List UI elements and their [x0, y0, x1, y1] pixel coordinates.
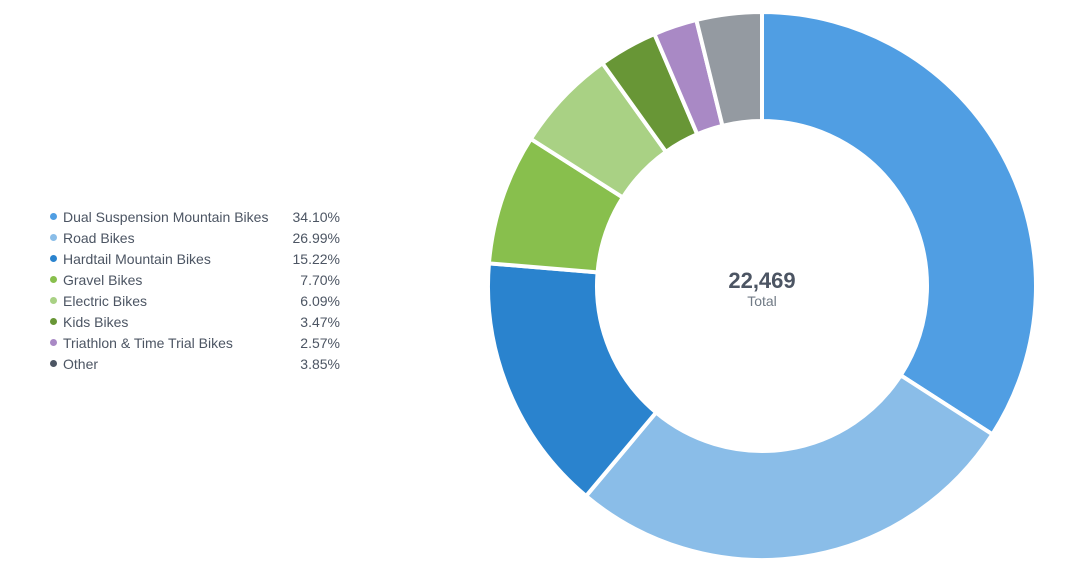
legend-item[interactable]: Hardtail Mountain Bikes 15.22%	[50, 248, 340, 269]
legend-label: Road Bikes	[63, 229, 135, 246]
legend-swatch	[50, 339, 57, 346]
legend-label: Other	[63, 355, 99, 372]
legend-swatch	[50, 255, 57, 262]
legend-label: Kids Bikes	[63, 313, 129, 330]
legend-label: Hardtail Mountain Bikes	[63, 250, 211, 267]
chart-legend: Dual Suspension Mountain Bikes 34.10% Road…	[50, 206, 340, 374]
legend-percent: 26.99%	[292, 229, 340, 246]
legend-label: Triathlon & Time Trial Bikes	[63, 334, 233, 351]
legend-swatch	[50, 297, 57, 304]
legend-percent: 15.22%	[292, 250, 340, 267]
legend-item[interactable]: Road Bikes 26.99%	[50, 227, 340, 248]
legend-percent: 3.85%	[300, 355, 340, 372]
legend-percent: 2.57%	[300, 334, 340, 351]
donut-slices	[486, 9, 1038, 562]
legend-percent: 7.70%	[300, 271, 340, 288]
legend-item[interactable]: Other 3.85%	[50, 353, 340, 374]
legend-item[interactable]: Dual Suspension Mountain Bikes 34.10%	[50, 206, 340, 227]
legend-item[interactable]: Electric Bikes 6.09%	[50, 290, 340, 311]
donut-slice[interactable]	[760, 9, 1038, 438]
legend-percent: 34.10%	[292, 208, 340, 225]
legend-percent: 3.47%	[300, 313, 340, 330]
center-total-value: 22,469	[728, 268, 795, 293]
legend-swatch	[50, 318, 57, 325]
donut-slice[interactable]	[583, 372, 996, 562]
legend-item[interactable]: Triathlon & Time Trial Bikes 2.57%	[50, 332, 340, 353]
legend-swatch	[50, 213, 57, 220]
center-total-label: Total	[747, 293, 777, 309]
legend-label: Electric Bikes	[63, 292, 148, 309]
legend-swatch	[50, 360, 57, 367]
legend-swatch	[50, 234, 57, 241]
legend-item[interactable]: Kids Bikes 3.47%	[50, 311, 340, 332]
legend-swatch	[50, 276, 57, 283]
legend-item[interactable]: Gravel Bikes 7.70%	[50, 269, 340, 290]
legend-label: Gravel Bikes	[63, 271, 143, 288]
legend-percent: 6.09%	[300, 292, 340, 309]
legend-label: Dual Suspension Mountain Bikes	[63, 208, 269, 225]
donut-slice[interactable]	[693, 9, 764, 129]
